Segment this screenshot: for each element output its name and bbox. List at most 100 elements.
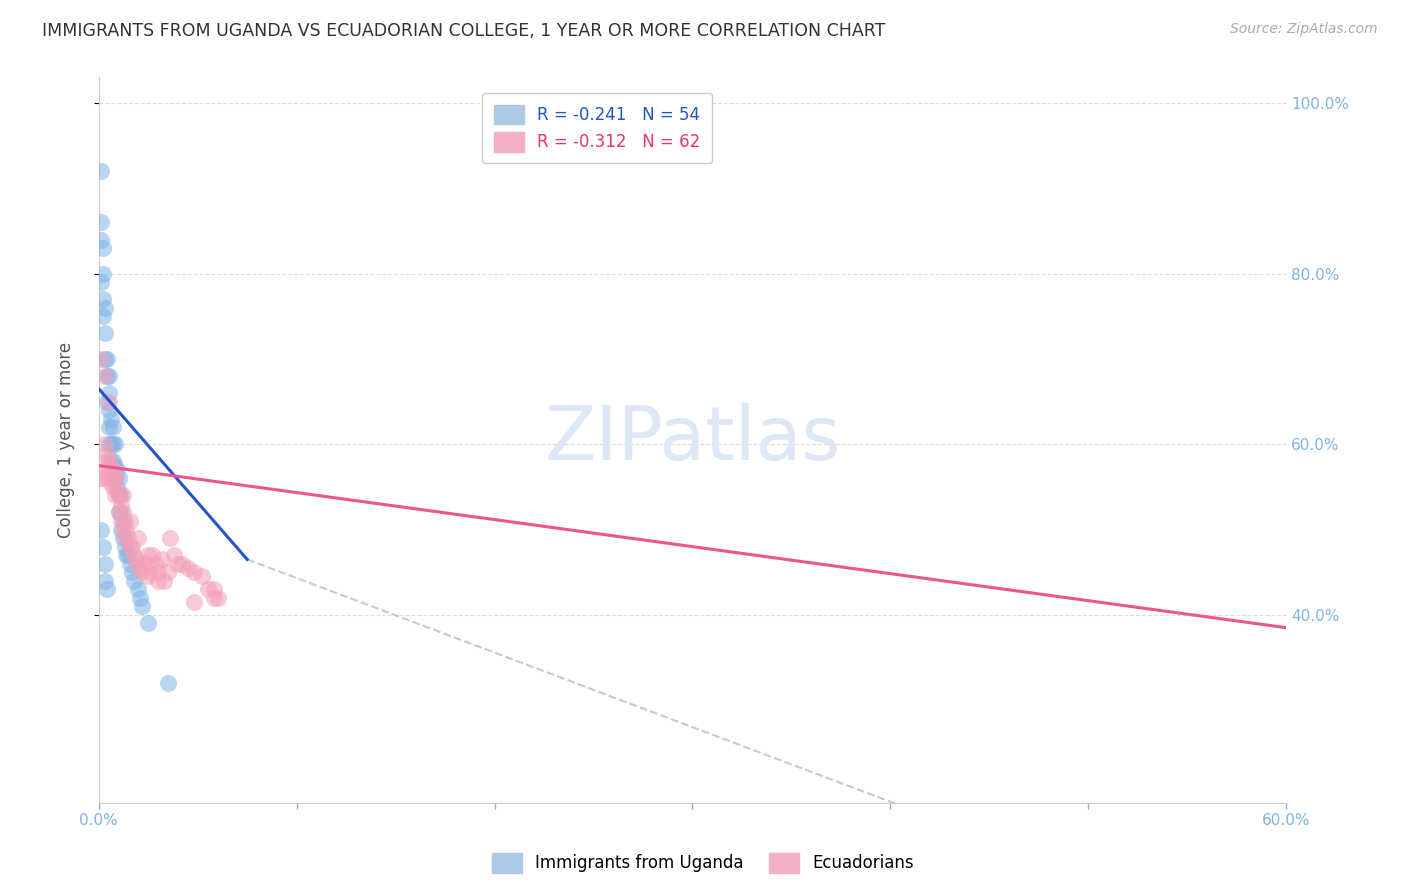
Point [157, 565, 180, 579]
Point [202, 591, 225, 605]
Y-axis label: College, 1 year or more: College, 1 year or more [58, 342, 75, 538]
Point [93, 326, 115, 341]
Point [107, 488, 129, 502]
Point [101, 420, 124, 434]
Point [91, 471, 114, 485]
Point [100, 475, 122, 490]
Point [96, 446, 118, 460]
Point [90, 215, 112, 229]
Point [107, 471, 129, 485]
Point [129, 591, 152, 605]
Point [157, 676, 180, 690]
Point [91, 292, 114, 306]
Point [111, 523, 134, 537]
Legend: R = -0.241   N = 54, R = -0.312   N = 62: R = -0.241 N = 54, R = -0.312 N = 62 [482, 93, 713, 163]
Point [107, 488, 129, 502]
Point [97, 386, 120, 401]
Point [163, 548, 186, 562]
Point [183, 565, 205, 579]
Point [145, 557, 167, 571]
Point [117, 548, 139, 562]
Point [131, 599, 153, 614]
Point [104, 471, 127, 485]
Point [121, 565, 143, 579]
Point [114, 540, 136, 554]
Point [101, 437, 124, 451]
Point [107, 506, 129, 520]
Point [150, 552, 173, 566]
Point [96, 369, 118, 384]
Point [104, 458, 127, 473]
Point [96, 394, 118, 409]
Point [100, 411, 122, 425]
Point [104, 488, 127, 502]
Point [97, 369, 120, 384]
Point [124, 548, 146, 562]
Point [105, 480, 128, 494]
Point [207, 591, 229, 605]
Point [136, 569, 159, 583]
Point [90, 351, 112, 366]
Point [93, 454, 115, 468]
Point [127, 582, 149, 597]
Point [91, 310, 114, 324]
Point [146, 565, 169, 579]
Point [90, 233, 112, 247]
Point [153, 574, 176, 588]
Point [97, 454, 120, 468]
Legend: Immigrants from Uganda, Ecuadorians: Immigrants from Uganda, Ecuadorians [485, 847, 921, 880]
Point [97, 471, 120, 485]
Point [104, 437, 127, 451]
Point [97, 403, 120, 417]
Point [90, 523, 112, 537]
Point [90, 471, 112, 485]
Point [115, 523, 138, 537]
Point [177, 561, 200, 575]
Point [125, 552, 148, 566]
Point [127, 557, 149, 571]
Point [97, 437, 120, 451]
Point [110, 488, 132, 502]
Point [197, 582, 219, 597]
Point [139, 565, 162, 579]
Point [100, 458, 122, 473]
Point [111, 514, 134, 528]
Point [114, 514, 136, 528]
Text: Source: ZipAtlas.com: Source: ZipAtlas.com [1230, 22, 1378, 37]
Point [115, 548, 138, 562]
Point [129, 561, 152, 575]
Point [101, 454, 124, 468]
Point [111, 488, 134, 502]
Point [136, 548, 159, 562]
Point [100, 437, 122, 451]
Point [97, 394, 120, 409]
Point [93, 574, 115, 588]
Point [141, 548, 163, 562]
Point [93, 369, 115, 384]
Point [96, 463, 118, 477]
Point [110, 514, 132, 528]
Point [93, 557, 115, 571]
Point [136, 616, 159, 631]
Point [93, 437, 115, 451]
Point [202, 582, 225, 597]
Point [105, 463, 128, 477]
Point [101, 480, 124, 494]
Point [110, 506, 132, 520]
Point [90, 164, 112, 178]
Point [104, 471, 127, 485]
Point [120, 514, 142, 528]
Point [120, 540, 142, 554]
Text: ZIPatlas: ZIPatlas [544, 403, 841, 476]
Point [110, 523, 132, 537]
Point [111, 531, 134, 545]
Point [91, 267, 114, 281]
Point [90, 275, 112, 289]
Point [135, 557, 157, 571]
Point [111, 506, 134, 520]
Point [110, 497, 132, 511]
Text: IMMIGRANTS FROM UGANDA VS ECUADORIAN COLLEGE, 1 YEAR OR MORE CORRELATION CHART: IMMIGRANTS FROM UGANDA VS ECUADORIAN COL… [42, 22, 886, 40]
Point [93, 301, 115, 315]
Point [127, 531, 149, 545]
Point [101, 463, 124, 477]
